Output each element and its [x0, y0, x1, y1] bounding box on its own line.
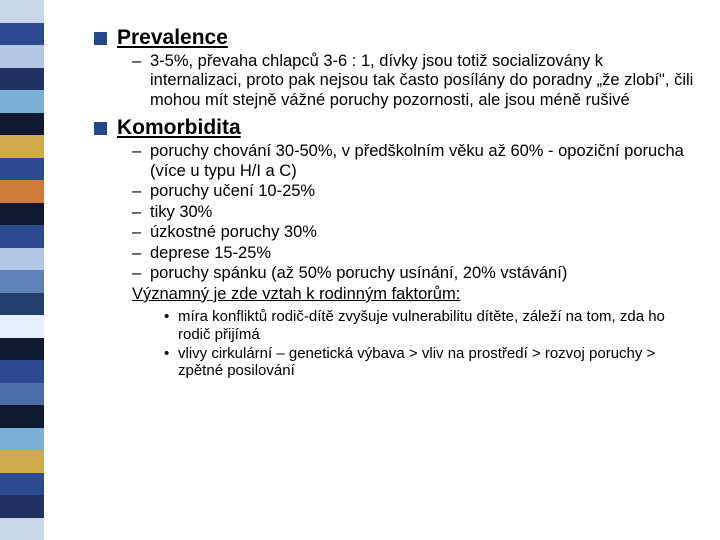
- sidebar-stripe: [0, 113, 44, 136]
- dash-icon: –: [132, 52, 150, 110]
- sidebar-stripe: [0, 225, 44, 248]
- list-item: –poruchy chování 30-50%, v předškolním v…: [132, 142, 694, 181]
- sidebar-stripe: [0, 495, 44, 518]
- dash-icon: –: [132, 203, 150, 222]
- sidebar-stripe: [0, 360, 44, 383]
- sidebar-stripe: [0, 338, 44, 361]
- prevalence-list: – 3-5%, převaha chlapců 3-6 : 1, dívky j…: [132, 52, 694, 110]
- sidebar-stripe: [0, 518, 44, 540]
- list-item: •vlivy cirkulární – genetická výbava > v…: [164, 345, 694, 380]
- list-item: –deprese 15-25%: [132, 244, 694, 263]
- sidebar-stripe: [0, 23, 44, 46]
- komorbidita-list: –poruchy chování 30-50%, v předškolním v…: [132, 142, 694, 283]
- dot-icon: •: [164, 308, 178, 343]
- sidebar-stripe: [0, 428, 44, 451]
- heading-prevalence: Prevalence: [117, 26, 228, 50]
- list-item: •míra konfliktů rodič-dítě zvyšuje vulne…: [164, 308, 694, 343]
- dash-icon: –: [132, 244, 150, 263]
- slide-content: Prevalence – 3-5%, převaha chlapců 3-6 :…: [94, 26, 694, 386]
- sidebar-stripe: [0, 405, 44, 428]
- sidebar-stripe: [0, 180, 44, 203]
- dash-icon: –: [132, 182, 150, 201]
- sidebar-stripe: [0, 270, 44, 293]
- factors-list: •míra konfliktů rodič-dítě zvyšuje vulne…: [164, 308, 694, 380]
- section-prevalence: Prevalence – 3-5%, převaha chlapců 3-6 :…: [94, 26, 694, 110]
- list-item: –poruchy spánku (až 50% poruchy usínání,…: [132, 264, 694, 283]
- sidebar-stripe: [0, 383, 44, 406]
- emphasis-line: Významný je zde vztah k rodinným faktorů…: [132, 285, 694, 304]
- sidebar-stripe: [0, 135, 44, 158]
- sidebar-stripe: [0, 158, 44, 181]
- sidebar-stripe: [0, 90, 44, 113]
- dash-icon: –: [132, 223, 150, 242]
- sidebar-stripe: [0, 450, 44, 473]
- sidebar-stripe: [0, 45, 44, 68]
- sidebar-stripe: [0, 68, 44, 91]
- list-item: –tiky 30%: [132, 203, 694, 222]
- square-bullet-icon: [94, 122, 107, 135]
- heading-komorbidita: Komorbidita: [117, 116, 241, 140]
- decorative-sidebar: [0, 0, 44, 540]
- sidebar-stripe: [0, 473, 44, 496]
- sidebar-stripe: [0, 315, 44, 338]
- sidebar-stripe: [0, 203, 44, 226]
- list-item: –úzkostné poruchy 30%: [132, 223, 694, 242]
- section-komorbidita: Komorbidita –poruchy chování 30-50%, v p…: [94, 116, 694, 380]
- list-item: –poruchy učení 10-25%: [132, 182, 694, 201]
- sidebar-stripe: [0, 248, 44, 271]
- dash-icon: –: [132, 264, 150, 283]
- dot-icon: •: [164, 345, 178, 380]
- sidebar-stripe: [0, 293, 44, 316]
- list-item: – 3-5%, převaha chlapců 3-6 : 1, dívky j…: [132, 52, 694, 110]
- sidebar-stripe: [0, 0, 44, 23]
- square-bullet-icon: [94, 32, 107, 45]
- dash-icon: –: [132, 142, 150, 181]
